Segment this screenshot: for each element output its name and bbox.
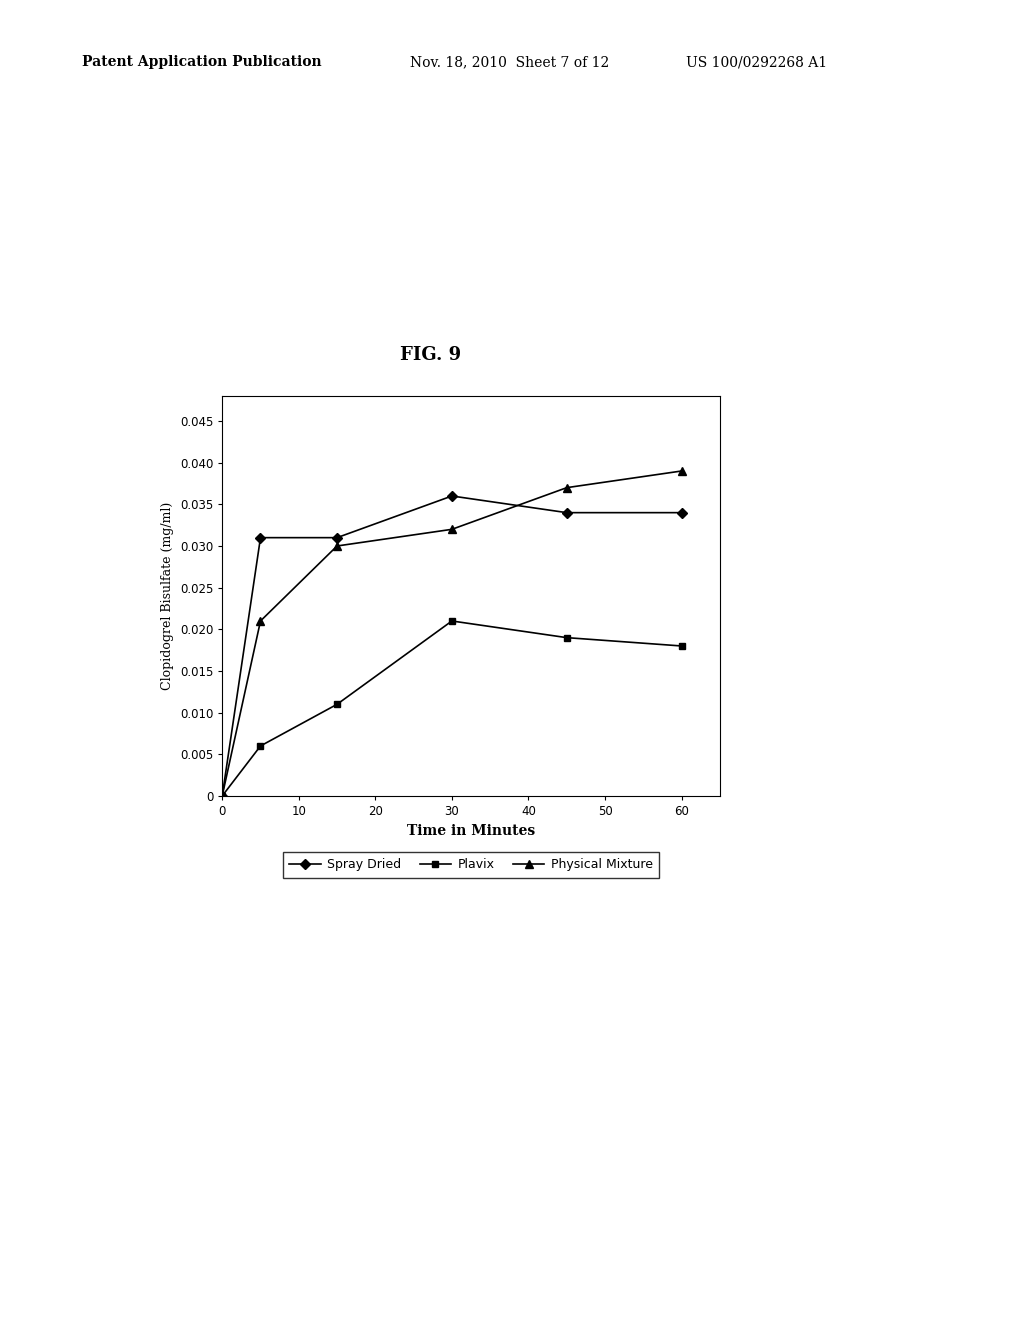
Plavix <box>216 788 228 804</box>
Physical Mixture <box>331 539 343 554</box>
X-axis label: Time in Minutes: Time in Minutes <box>407 824 536 838</box>
Line: Plavix: Plavix <box>219 618 685 800</box>
Plavix <box>331 697 343 713</box>
Spray Dried <box>445 488 458 504</box>
Y-axis label: Clopidogrel Bisulfate (mg/ml): Clopidogrel Bisulfate (mg/ml) <box>161 502 174 690</box>
Text: Patent Application Publication: Patent Application Publication <box>82 55 322 70</box>
Plavix <box>560 630 572 645</box>
Legend: Spray Dried, Plavix, Physical Mixture: Spray Dried, Plavix, Physical Mixture <box>284 853 658 878</box>
Physical Mixture <box>676 463 688 479</box>
Physical Mixture <box>216 788 228 804</box>
Physical Mixture <box>560 479 572 495</box>
Spray Dried <box>331 529 343 545</box>
Plavix <box>676 638 688 653</box>
Line: Physical Mixture: Physical Mixture <box>218 467 686 800</box>
Plavix <box>254 738 266 754</box>
Spray Dried <box>676 504 688 520</box>
Text: Nov. 18, 2010  Sheet 7 of 12: Nov. 18, 2010 Sheet 7 of 12 <box>410 55 609 70</box>
Spray Dried <box>254 529 266 545</box>
Spray Dried <box>216 788 228 804</box>
Physical Mixture <box>254 612 266 628</box>
Text: FIG. 9: FIG. 9 <box>399 346 461 364</box>
Spray Dried <box>560 504 572 520</box>
Plavix <box>445 612 458 628</box>
Physical Mixture <box>445 521 458 537</box>
Line: Spray Dried: Spray Dried <box>219 492 685 800</box>
Text: US 100/0292268 A1: US 100/0292268 A1 <box>686 55 827 70</box>
